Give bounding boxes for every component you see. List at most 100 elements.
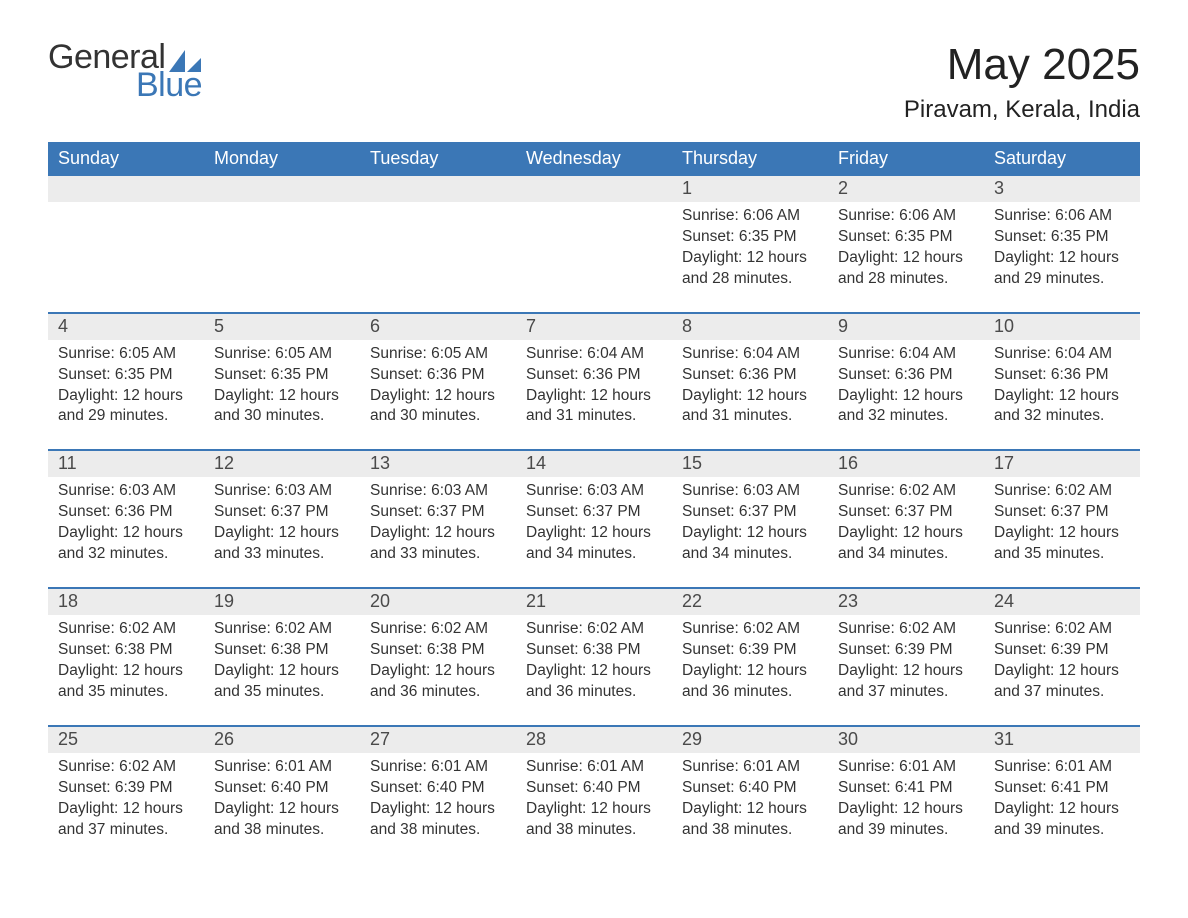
daylight-text: Daylight: 12 hours and 31 minutes. [682, 386, 818, 428]
sunrise-text: Sunrise: 6:01 AM [526, 757, 662, 778]
day-cell: Sunrise: 6:06 AMSunset: 6:35 PMDaylight:… [828, 202, 984, 312]
sunset-text: Sunset: 6:41 PM [994, 778, 1130, 799]
day-cell: Sunrise: 6:01 AMSunset: 6:40 PMDaylight:… [204, 753, 360, 863]
month-title: May 2025 [904, 40, 1140, 90]
day-number: 29 [672, 727, 828, 753]
sunrise-text: Sunrise: 6:04 AM [838, 344, 974, 365]
sunrise-text: Sunrise: 6:02 AM [370, 619, 506, 640]
sunset-text: Sunset: 6:37 PM [526, 502, 662, 523]
day-cell: Sunrise: 6:01 AMSunset: 6:41 PMDaylight:… [828, 753, 984, 863]
daylight-text: Daylight: 12 hours and 34 minutes. [526, 523, 662, 565]
day-number [48, 176, 204, 202]
logo-word-2: Blue [136, 68, 203, 102]
day-number: 16 [828, 451, 984, 477]
sunset-text: Sunset: 6:36 PM [370, 365, 506, 386]
sunset-text: Sunset: 6:36 PM [58, 502, 194, 523]
day-number: 18 [48, 589, 204, 615]
day-cell: Sunrise: 6:03 AMSunset: 6:37 PMDaylight:… [360, 477, 516, 587]
day-cell: Sunrise: 6:01 AMSunset: 6:40 PMDaylight:… [360, 753, 516, 863]
daylight-text: Daylight: 12 hours and 35 minutes. [214, 661, 350, 703]
day-number: 25 [48, 727, 204, 753]
weekday-header: Sunday [48, 142, 204, 176]
daylight-text: Daylight: 12 hours and 34 minutes. [838, 523, 974, 565]
weekday-header: Friday [828, 142, 984, 176]
day-cell: Sunrise: 6:02 AMSunset: 6:39 PMDaylight:… [828, 615, 984, 725]
weekday-header: Saturday [984, 142, 1140, 176]
weekday-header: Wednesday [516, 142, 672, 176]
day-number [360, 176, 516, 202]
week-content-row: Sunrise: 6:03 AMSunset: 6:36 PMDaylight:… [48, 477, 1140, 587]
day-number: 19 [204, 589, 360, 615]
daylight-text: Daylight: 12 hours and 37 minutes. [838, 661, 974, 703]
sunrise-text: Sunrise: 6:06 AM [838, 206, 974, 227]
sunset-text: Sunset: 6:38 PM [370, 640, 506, 661]
sunrise-text: Sunrise: 6:02 AM [214, 619, 350, 640]
sunrise-text: Sunrise: 6:04 AM [682, 344, 818, 365]
daylight-text: Daylight: 12 hours and 38 minutes. [682, 799, 818, 841]
day-cell: Sunrise: 6:01 AMSunset: 6:40 PMDaylight:… [672, 753, 828, 863]
sunrise-text: Sunrise: 6:03 AM [370, 481, 506, 502]
day-cell: Sunrise: 6:03 AMSunset: 6:36 PMDaylight:… [48, 477, 204, 587]
sunrise-text: Sunrise: 6:02 AM [58, 619, 194, 640]
sunset-text: Sunset: 6:35 PM [214, 365, 350, 386]
day-number: 21 [516, 589, 672, 615]
daylight-text: Daylight: 12 hours and 32 minutes. [58, 523, 194, 565]
sunset-text: Sunset: 6:35 PM [994, 227, 1130, 248]
day-number-row: 123 [48, 176, 1140, 202]
sunset-text: Sunset: 6:37 PM [838, 502, 974, 523]
daylight-text: Daylight: 12 hours and 32 minutes. [994, 386, 1130, 428]
day-cell [360, 202, 516, 312]
sunrise-text: Sunrise: 6:04 AM [994, 344, 1130, 365]
sunset-text: Sunset: 6:37 PM [994, 502, 1130, 523]
day-number: 13 [360, 451, 516, 477]
day-cell: Sunrise: 6:02 AMSunset: 6:38 PMDaylight:… [360, 615, 516, 725]
day-number: 27 [360, 727, 516, 753]
day-cell: Sunrise: 6:02 AMSunset: 6:39 PMDaylight:… [48, 753, 204, 863]
day-number: 14 [516, 451, 672, 477]
sunset-text: Sunset: 6:35 PM [838, 227, 974, 248]
day-number [204, 176, 360, 202]
day-number: 17 [984, 451, 1140, 477]
day-cell [48, 202, 204, 312]
sunset-text: Sunset: 6:36 PM [838, 365, 974, 386]
day-number: 12 [204, 451, 360, 477]
day-number-row: 25262728293031 [48, 725, 1140, 753]
sunset-text: Sunset: 6:37 PM [682, 502, 818, 523]
sunset-text: Sunset: 6:37 PM [214, 502, 350, 523]
daylight-text: Daylight: 12 hours and 36 minutes. [682, 661, 818, 703]
daylight-text: Daylight: 12 hours and 32 minutes. [838, 386, 974, 428]
day-number [516, 176, 672, 202]
sunset-text: Sunset: 6:40 PM [370, 778, 506, 799]
daylight-text: Daylight: 12 hours and 31 minutes. [526, 386, 662, 428]
title-block: May 2025 Piravam, Kerala, India [904, 40, 1140, 124]
sunrise-text: Sunrise: 6:03 AM [214, 481, 350, 502]
day-cell: Sunrise: 6:02 AMSunset: 6:37 PMDaylight:… [984, 477, 1140, 587]
sunset-text: Sunset: 6:37 PM [370, 502, 506, 523]
day-number: 31 [984, 727, 1140, 753]
day-cell: Sunrise: 6:01 AMSunset: 6:40 PMDaylight:… [516, 753, 672, 863]
sunset-text: Sunset: 6:38 PM [58, 640, 194, 661]
day-cell: Sunrise: 6:05 AMSunset: 6:35 PMDaylight:… [204, 340, 360, 450]
sunset-text: Sunset: 6:41 PM [838, 778, 974, 799]
sunrise-text: Sunrise: 6:06 AM [682, 206, 818, 227]
day-number: 11 [48, 451, 204, 477]
sunset-text: Sunset: 6:36 PM [994, 365, 1130, 386]
daylight-text: Daylight: 12 hours and 35 minutes. [58, 661, 194, 703]
sunrise-text: Sunrise: 6:05 AM [214, 344, 350, 365]
day-cell: Sunrise: 6:06 AMSunset: 6:35 PMDaylight:… [672, 202, 828, 312]
day-number: 4 [48, 314, 204, 340]
sunrise-text: Sunrise: 6:01 AM [838, 757, 974, 778]
sunset-text: Sunset: 6:40 PM [526, 778, 662, 799]
day-number: 5 [204, 314, 360, 340]
day-number: 9 [828, 314, 984, 340]
sunrise-text: Sunrise: 6:02 AM [994, 481, 1130, 502]
sunset-text: Sunset: 6:35 PM [682, 227, 818, 248]
day-cell [204, 202, 360, 312]
sunrise-text: Sunrise: 6:02 AM [682, 619, 818, 640]
day-number: 28 [516, 727, 672, 753]
day-cell: Sunrise: 6:04 AMSunset: 6:36 PMDaylight:… [672, 340, 828, 450]
weekday-header: Thursday [672, 142, 828, 176]
day-number: 8 [672, 314, 828, 340]
day-cell: Sunrise: 6:06 AMSunset: 6:35 PMDaylight:… [984, 202, 1140, 312]
day-number: 26 [204, 727, 360, 753]
